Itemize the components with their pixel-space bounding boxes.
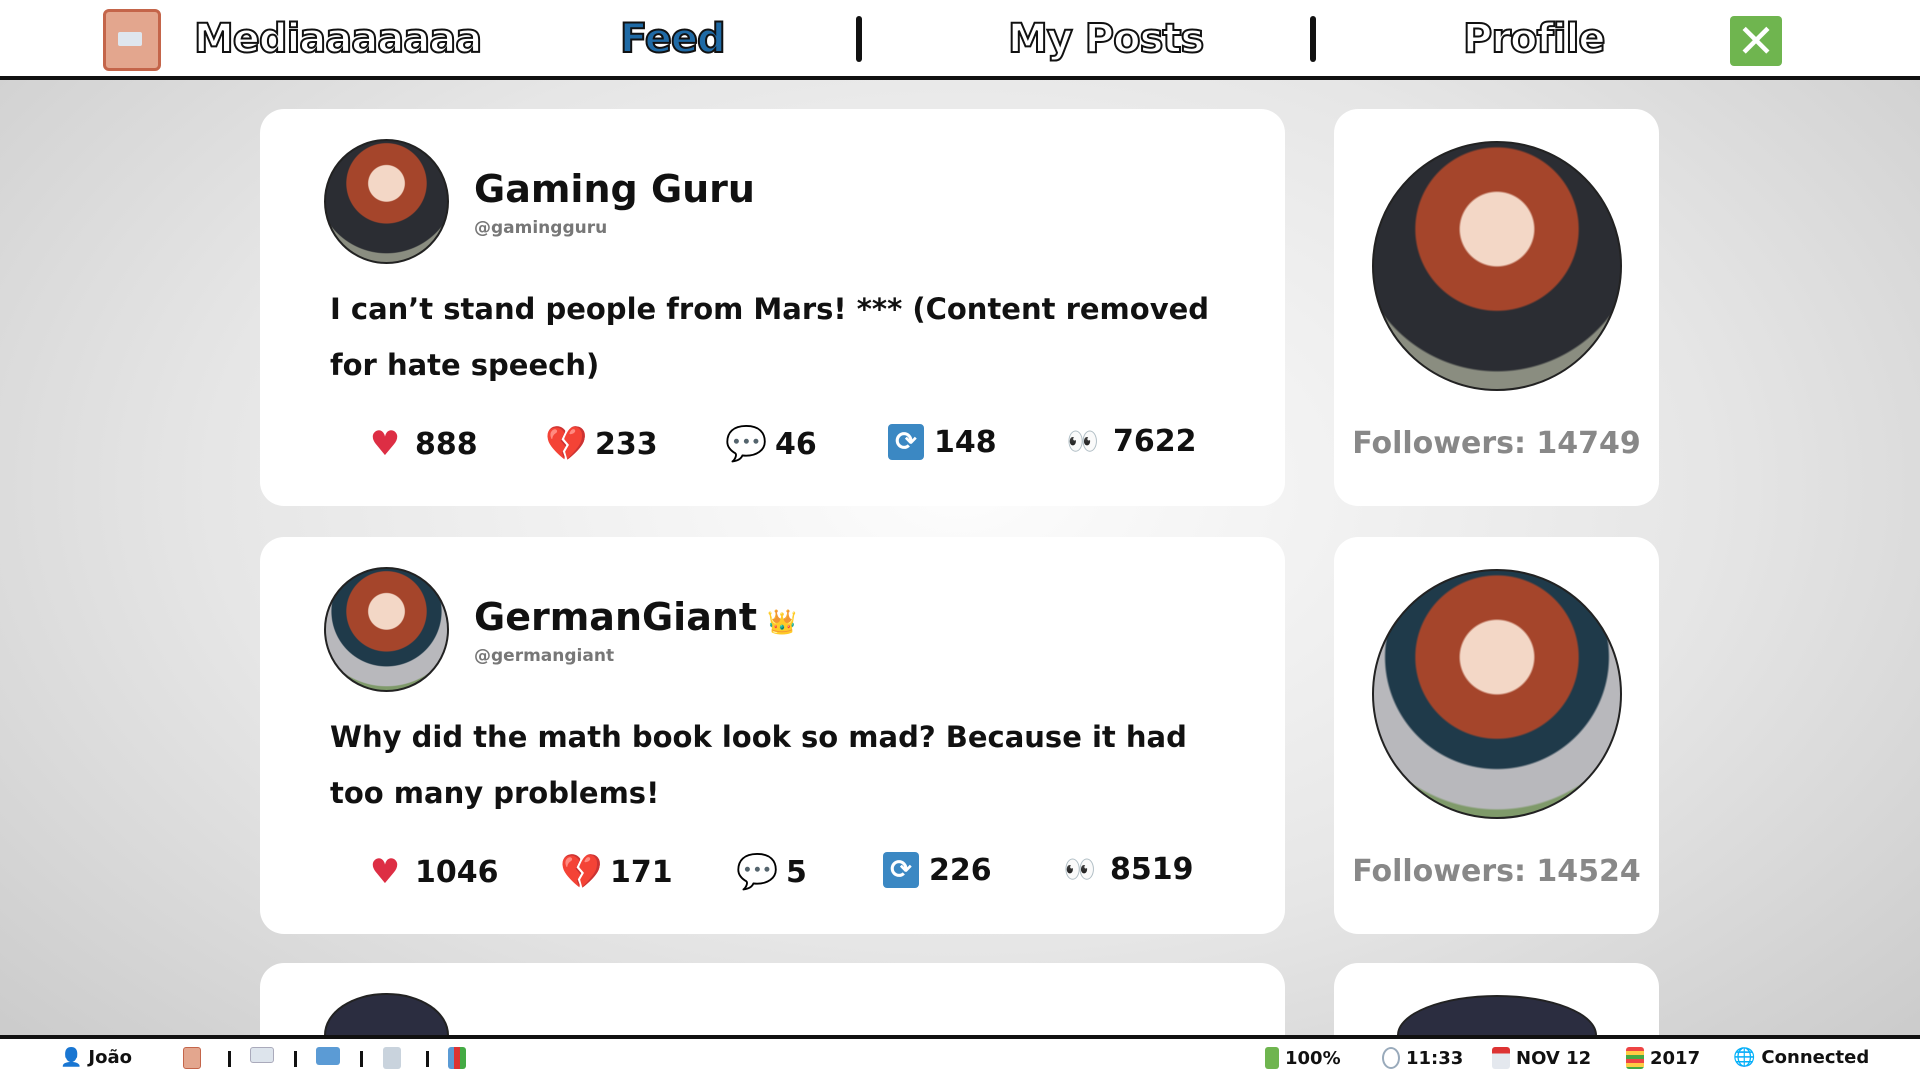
tab-profile[interactable]: Profile	[1462, 15, 1606, 63]
app-stats-button[interactable]	[448, 1047, 466, 1069]
close-icon: ✕	[1736, 14, 1776, 68]
newspaper-icon	[383, 1047, 401, 1069]
view-count: 7622	[1113, 424, 1197, 459]
top-nav: Mediaaaaaaa Feed My Posts Profile ✕	[0, 0, 1920, 80]
battery-status: 100%	[1265, 1047, 1341, 1069]
comment-icon: 💬	[736, 852, 779, 892]
author-side-card: Followers: 14749	[1334, 109, 1659, 506]
post-text: I can’t stand people from Mars! *** (Con…	[330, 292, 1210, 382]
tab-feed[interactable]: Feed	[619, 15, 727, 63]
year: 2017	[1626, 1047, 1700, 1069]
comment-button[interactable]: 💬 46	[725, 424, 817, 464]
like-count: 1046	[415, 854, 499, 890]
app-computer-button[interactable]	[316, 1047, 340, 1065]
date-text: NOV 12	[1516, 1047, 1592, 1069]
taskbar-divider	[228, 1051, 231, 1067]
like-button[interactable]: ♥ 888	[365, 424, 478, 464]
app-media-button[interactable]	[183, 1047, 201, 1069]
repost-count: 148	[934, 424, 997, 460]
battery-icon	[1265, 1047, 1279, 1069]
app-title: Mediaaaaaaa	[193, 15, 483, 63]
mail-icon	[250, 1047, 274, 1063]
nav-divider	[1310, 16, 1316, 62]
battery-level: 100%	[1285, 1047, 1341, 1069]
author-side-card	[1334, 963, 1659, 1035]
network-status[interactable]: 🌐 Connected	[1733, 1047, 1869, 1068]
post-author-name[interactable]: Gaming Guru	[474, 167, 755, 211]
clock-icon	[1382, 1047, 1400, 1069]
crown-icon: 👑	[767, 608, 797, 636]
avatar[interactable]	[324, 567, 449, 692]
comment-button[interactable]: 💬 5	[736, 852, 807, 892]
repost-icon: ⟳	[888, 424, 924, 460]
user-name: João	[88, 1047, 132, 1068]
view-count: 8519	[1110, 852, 1194, 887]
comment-count: 46	[775, 426, 817, 462]
close-button[interactable]: ✕	[1730, 16, 1782, 66]
avatar[interactable]	[324, 993, 449, 1035]
post-card: Gaming Guru @gamingguru I can’t stand pe…	[260, 109, 1285, 506]
like-button[interactable]: ♥ 1046	[365, 852, 499, 892]
views-stat: 👀 8519	[1060, 852, 1194, 887]
views-stat: 👀 7622	[1063, 424, 1197, 459]
book-logo-icon	[103, 9, 161, 71]
eyes-icon: 👀	[1066, 426, 1100, 457]
repost-button[interactable]: ⟳ 226	[883, 852, 992, 888]
user-icon: 👤	[60, 1047, 83, 1068]
heart-icon: ♥	[369, 852, 401, 892]
dislike-button[interactable]: 💔 171	[560, 852, 673, 892]
post-author-handle: @germangiant	[474, 646, 615, 666]
eyes-icon: 👀	[1063, 854, 1097, 885]
avatar[interactable]	[324, 139, 449, 264]
taskbar-divider	[426, 1051, 429, 1067]
repost-icon: ⟳	[883, 852, 919, 888]
network-text: Connected	[1761, 1047, 1870, 1068]
post-text: Why did the math book look so mad? Becau…	[330, 720, 1187, 810]
broken-heart-icon: 💔	[545, 424, 588, 464]
heart-icon: ♥	[369, 424, 401, 464]
dislike-button[interactable]: 💔 233	[545, 424, 658, 464]
globe-icon: 🌐	[1733, 1047, 1756, 1068]
dislike-count: 233	[595, 426, 658, 462]
app-news-button[interactable]	[383, 1047, 401, 1069]
comment-icon: 💬	[725, 424, 768, 464]
post-card	[260, 963, 1285, 1035]
repost-button[interactable]: ⟳ 148	[888, 424, 997, 460]
taskbar-divider	[360, 1051, 363, 1067]
like-count: 888	[415, 426, 478, 462]
post-author-handle: @gamingguru	[474, 218, 608, 238]
post-card: GermanGiant 👑 @germangiant Why did the ma…	[260, 537, 1285, 934]
calendar-year-icon	[1626, 1047, 1644, 1069]
followers-count: Followers: 14524	[1352, 854, 1641, 889]
laptop-icon	[316, 1047, 340, 1065]
tab-my-posts[interactable]: My Posts	[1007, 15, 1205, 63]
repost-count: 226	[929, 852, 992, 888]
author-name-text: GermanGiant	[474, 595, 758, 639]
year-text: 2017	[1650, 1047, 1701, 1069]
book-app-icon	[183, 1047, 201, 1069]
nav-divider	[856, 16, 862, 62]
author-side-card: Followers: 14524	[1334, 537, 1659, 934]
taskbar-divider	[294, 1051, 297, 1067]
taskbar: 👤 João 100% 11:33 NOV 12 2017 🌐 Connected	[0, 1035, 1920, 1079]
post-author-name[interactable]: GermanGiant 👑	[474, 595, 797, 639]
broken-heart-icon: 💔	[560, 852, 603, 892]
time: 11:33	[1406, 1047, 1464, 1069]
author-large-avatar[interactable]	[1372, 569, 1622, 819]
user-indicator[interactable]: 👤 João	[60, 1047, 132, 1068]
clock: 11:33	[1382, 1047, 1463, 1069]
author-large-avatar[interactable]	[1372, 141, 1622, 391]
bar-chart-icon	[448, 1047, 466, 1069]
app-mail-button[interactable]	[250, 1047, 274, 1063]
dislike-count: 171	[610, 854, 673, 890]
author-large-avatar[interactable]	[1397, 995, 1597, 1035]
date: NOV 12	[1492, 1047, 1591, 1069]
comment-count: 5	[786, 854, 807, 890]
followers-count: Followers: 14749	[1352, 426, 1641, 461]
calendar-icon	[1492, 1047, 1510, 1069]
